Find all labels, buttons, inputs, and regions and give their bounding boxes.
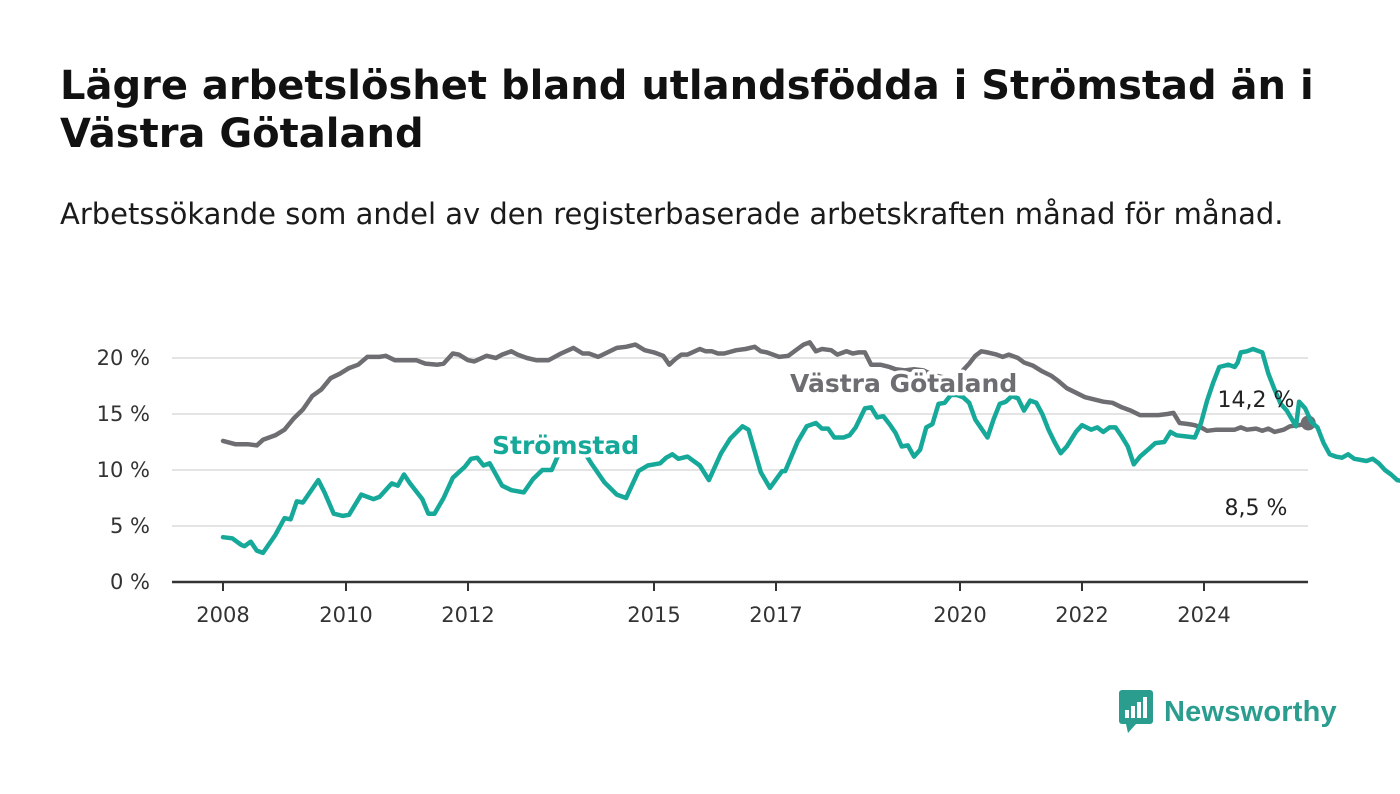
chart-subtitle: Arbetssökande som andel av den registerb… xyxy=(60,197,1284,231)
y-tick-label: 15 % xyxy=(97,402,150,426)
y-tick-label: 5 % xyxy=(110,514,150,538)
line-chart: 0 %5 %10 %15 %20 % 2008 2010 2012 2015 2017 2… xyxy=(97,340,1400,627)
y-tick-label: 0 % xyxy=(110,570,150,594)
x-tick-label: 2024 xyxy=(1177,603,1230,627)
brand-name: Newsworthy xyxy=(1164,695,1337,728)
series-line-stromstad xyxy=(220,346,1400,556)
end-value-vastra-gotaland: 14,2 % xyxy=(1218,388,1295,413)
newsworthy-logo: Newsworthy xyxy=(1118,688,1337,736)
y-tick-label: 20 % xyxy=(97,346,150,370)
x-tick-label: 2008 xyxy=(196,603,249,627)
x-axis: 2008 2010 2012 2015 2017 2020 2022 2024 xyxy=(172,580,1308,627)
y-tick-label: 10 % xyxy=(97,458,150,482)
x-tick-label: 2017 xyxy=(749,603,802,627)
x-tick-label: 2015 xyxy=(627,603,680,627)
gridlines xyxy=(172,357,1308,527)
x-tick-label: 2010 xyxy=(319,603,372,627)
end-value-stromstad: 8,5 % xyxy=(1225,496,1288,521)
series-line-vastra-gotaland xyxy=(220,340,1311,448)
x-tick-label: 2020 xyxy=(933,603,986,627)
series-label-stromstad-halo: Strömstad xyxy=(492,431,639,460)
newsworthy-logo-icon xyxy=(1119,690,1153,733)
series-label-vastra-gotaland-halo: Västra Götaland xyxy=(790,369,1017,398)
x-tick-label: 2022 xyxy=(1055,603,1108,627)
chart-title: Lägre arbetslöshet bland utlandsfödda i … xyxy=(60,63,1314,157)
series-lines xyxy=(220,340,1400,556)
series-label-vastra-gotaland: Västra Götaland xyxy=(790,369,1017,398)
series-label-stromstad: Strömstad xyxy=(492,431,639,460)
x-tick-label: 2012 xyxy=(441,603,494,627)
y-axis: 0 % 5 % 10 % 15 % 20 % xyxy=(97,346,150,594)
